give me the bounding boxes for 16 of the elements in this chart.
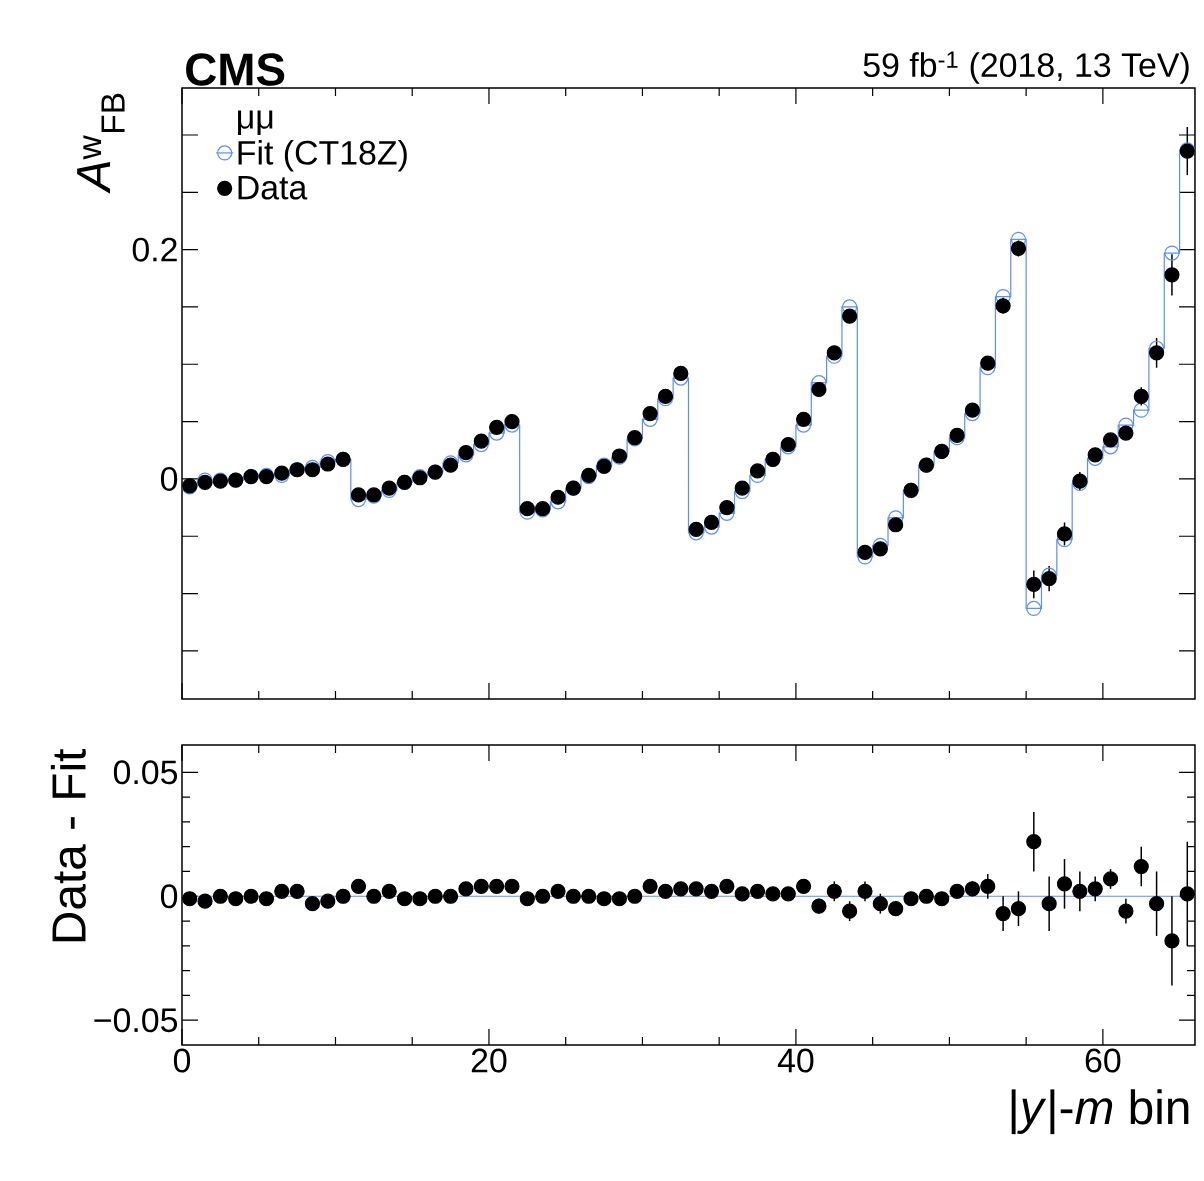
chart-subtitle: 59 fb$^{-1}$ (2018, 13 TeV) <box>863 51 1189 84</box>
y-tick-label: 0.2 <box>132 237 177 262</box>
x-axis-title: |y|-m bin <box>1011 1089 1189 1135</box>
y-axis-title: Data - Fit <box>50 748 86 942</box>
y-tick-label: 0.05 <box>113 760 178 785</box>
y-tick-label: −0.05 <box>94 1008 178 1033</box>
x-tick-label: 20 <box>471 1048 507 1073</box>
legend-title: μμ <box>238 110 273 135</box>
y-tick-label: 0 <box>160 466 178 491</box>
x-tick-label: 60 <box>1085 1048 1121 1073</box>
x-tick-label: 40 <box>777 1048 814 1073</box>
y-tick-label: 0 <box>160 884 178 909</box>
chart-title: CMS <box>186 53 285 86</box>
legend-label: Fit (CT18Z) <box>238 139 407 172</box>
legend-label: Data <box>238 175 308 200</box>
y-axis-title: A$^{w}$FB <box>77 93 125 194</box>
